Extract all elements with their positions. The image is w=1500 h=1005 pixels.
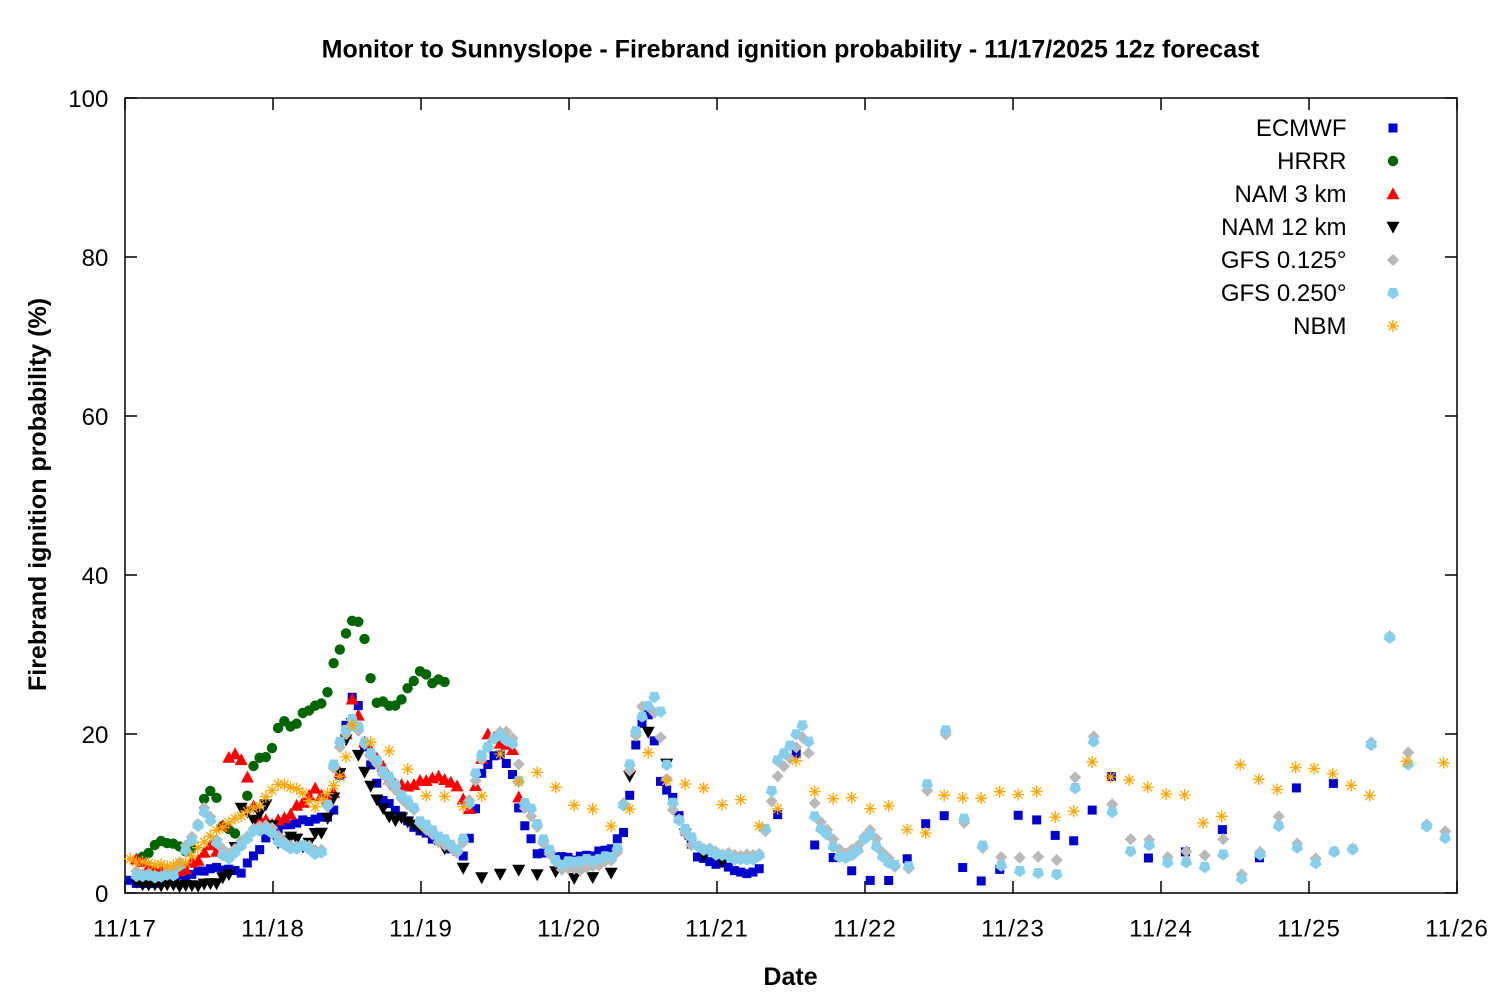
svg-text:40: 40	[82, 563, 109, 590]
svg-text:11/25: 11/25	[1277, 915, 1341, 942]
svg-text:60: 60	[82, 404, 109, 431]
svg-text:100: 100	[68, 86, 108, 113]
svg-text:11/20: 11/20	[537, 915, 601, 942]
svg-text:GFS 0.125°: GFS 0.125°	[1221, 247, 1347, 274]
svg-text:ECMWF: ECMWF	[1256, 115, 1347, 142]
svg-text:11/21: 11/21	[685, 915, 749, 942]
svg-text:11/23: 11/23	[981, 915, 1045, 942]
svg-text:GFS 0.250°: GFS 0.250°	[1221, 280, 1347, 307]
svg-text:11/19: 11/19	[389, 915, 453, 942]
svg-text:HRRR: HRRR	[1277, 148, 1346, 175]
svg-text:Date: Date	[763, 963, 817, 991]
svg-text:11/26: 11/26	[1425, 915, 1489, 942]
svg-text:20: 20	[82, 722, 109, 749]
svg-text:11/24: 11/24	[1129, 915, 1193, 942]
svg-text:NAM 3 km: NAM 3 km	[1234, 181, 1346, 208]
svg-text:11/22: 11/22	[833, 915, 897, 942]
svg-text:11/18: 11/18	[241, 915, 305, 942]
svg-text:11/17: 11/17	[93, 915, 157, 942]
svg-text:Firebrand ignition probability: Firebrand ignition probability (%)	[24, 298, 52, 691]
svg-text:Monitor to Sunnyslope - Firebr: Monitor to Sunnyslope - Firebrand igniti…	[322, 36, 1260, 64]
svg-text:80: 80	[82, 245, 109, 272]
svg-text:0: 0	[95, 881, 108, 908]
svg-text:NBM: NBM	[1293, 313, 1346, 340]
svg-text:NAM 12 km: NAM 12 km	[1221, 214, 1346, 241]
